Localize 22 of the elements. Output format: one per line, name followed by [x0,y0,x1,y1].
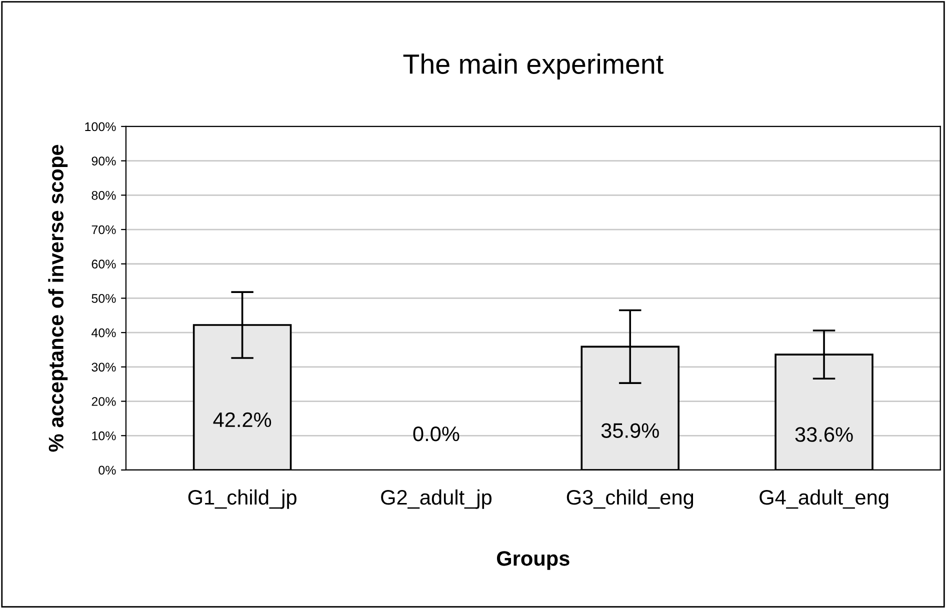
y-tick-label: 40% [92,328,116,338]
x-tick-label: G2_adult_jp [381,489,492,509]
chart-title: The main experiment [403,54,664,80]
x-axis-title: Groups [496,551,570,570]
data-label: 33.6% [795,427,853,442]
y-tick-label: 90% [92,156,116,166]
y-axis-title: % acceptance of inverse scope [48,144,68,452]
x-tick-label: G3_child_eng [566,489,694,509]
data-label: 0.0% [413,426,460,442]
data-label: 35.9% [601,423,659,438]
y-tick-label: 30% [92,362,116,372]
data-label: 42.2% [213,412,272,428]
y-tick-label: 60% [92,260,116,269]
y-tick-label: 0% [98,466,116,475]
y-tick-label: 100% [85,122,116,132]
x-tick-label: G4_adult_eng [760,489,888,509]
y-tick-label: 70% [92,225,116,234]
y-tick-label: 50% [92,294,116,303]
y-tick-label: 20% [92,397,116,406]
y-tick-label: 80% [92,190,116,200]
x-tick-label: G1_child_jp [188,489,296,509]
y-tick-label: 10% [92,431,116,440]
